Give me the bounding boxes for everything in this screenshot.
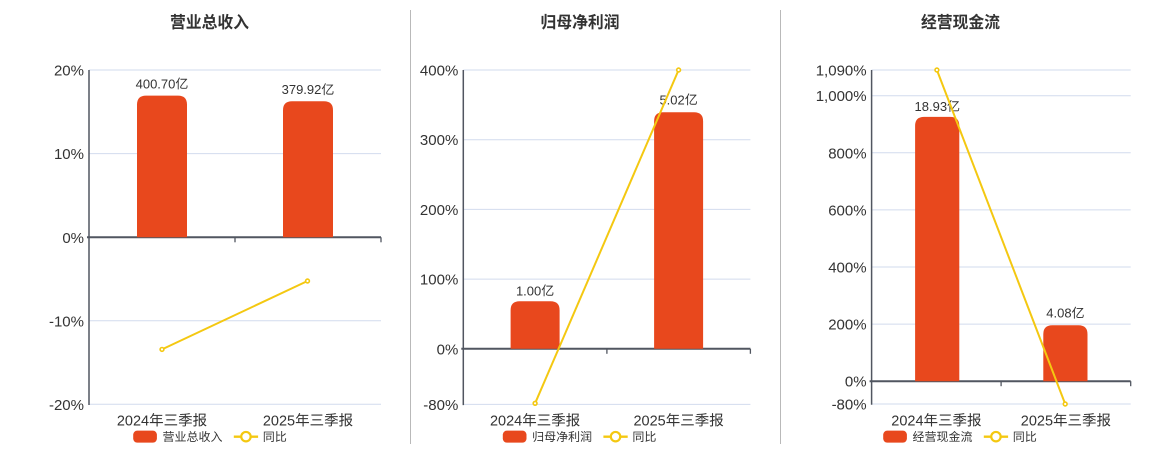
svg-text:200%: 200% (828, 317, 866, 334)
svg-text:400.70: 400.70 (136, 76, 176, 91)
svg-text:4.08: 4.08 (1046, 306, 1071, 321)
svg-text:2025: 2025 (633, 413, 665, 429)
svg-text:2024: 2024 (490, 413, 522, 429)
svg-text:-80%: -80% (832, 396, 867, 413)
svg-text:2024: 2024 (891, 413, 923, 429)
svg-text:1.00: 1.00 (516, 283, 541, 298)
svg-text:20%: 20% (54, 62, 84, 79)
svg-text:5.02: 5.02 (659, 92, 684, 107)
svg-text:1,000%: 1,000% (816, 88, 867, 105)
svg-text:600%: 600% (828, 202, 866, 219)
svg-text:-80%: -80% (423, 397, 458, 414)
svg-text:0%: 0% (437, 341, 459, 358)
svg-text:400%: 400% (420, 62, 458, 79)
svg-text:100%: 100% (420, 272, 458, 289)
svg-text:300%: 300% (420, 132, 458, 149)
svg-text:2025: 2025 (1021, 413, 1053, 429)
svg-text:0%: 0% (62, 230, 84, 247)
svg-text:-20%: -20% (49, 397, 84, 414)
svg-text:379.92: 379.92 (282, 82, 322, 97)
svg-text:800%: 800% (828, 145, 866, 162)
svg-text:2025: 2025 (263, 413, 295, 429)
svg-text:-10%: -10% (49, 313, 84, 330)
svg-text:200%: 200% (420, 202, 458, 219)
svg-text:2024: 2024 (117, 413, 149, 429)
svg-text:18.93: 18.93 (915, 99, 948, 114)
svg-text:0%: 0% (845, 374, 867, 391)
svg-text:1,090%: 1,090% (816, 62, 867, 79)
svg-text:400%: 400% (828, 259, 866, 276)
svg-text:10%: 10% (54, 146, 84, 163)
